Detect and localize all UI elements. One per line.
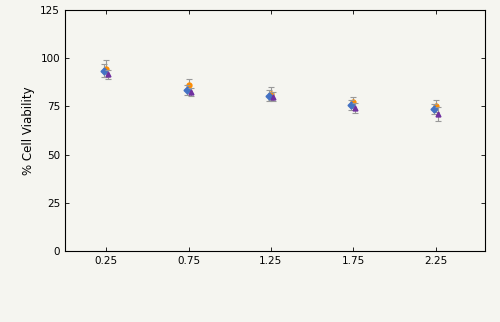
Y-axis label: % Cell Viability: % Cell Viability — [22, 86, 35, 175]
Legend: Water, AgNO3, AgNPs: Water, AgNO3, AgNPs — [178, 319, 372, 322]
